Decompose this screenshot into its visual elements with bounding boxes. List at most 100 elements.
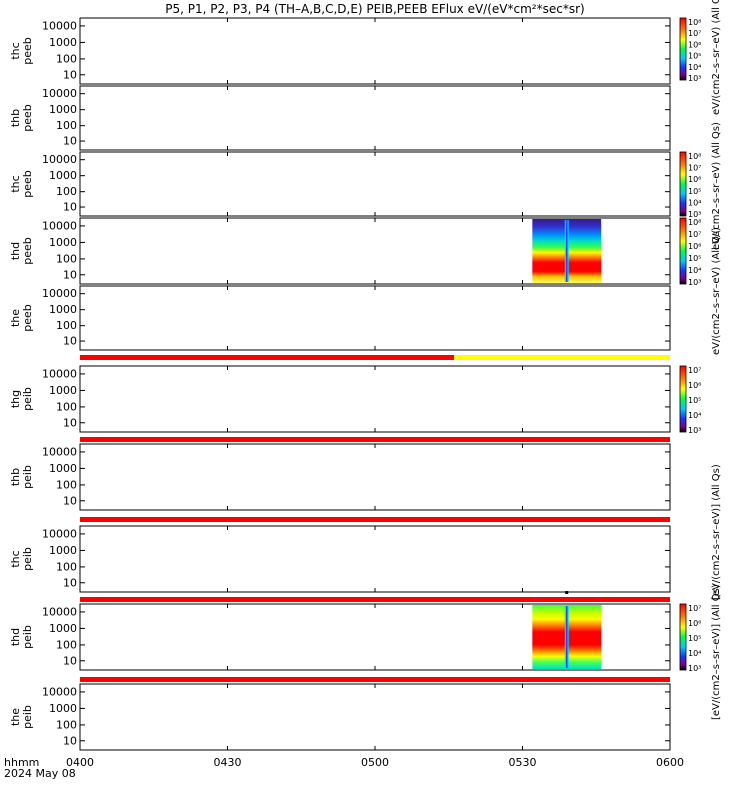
panel-thd-peib: 10000 1000 100 10 thdpeib 10⁷ 10⁶ 10⁵ 10⁴ 10³ bbox=[9, 603, 701, 673]
y-axis-label: thcpeib bbox=[9, 547, 34, 571]
x-tick-label: 0530 bbox=[509, 756, 537, 769]
y-axis-label-line: the bbox=[9, 708, 22, 726]
colorbar-tick-label: 10⁵ bbox=[688, 634, 701, 643]
y-tick-label: 100 bbox=[56, 185, 77, 198]
y-tick-label: 10000 bbox=[42, 445, 77, 458]
y-tick-label: 10 bbox=[63, 268, 77, 281]
panel-frame bbox=[79, 365, 671, 433]
x-tick-label: 0400 bbox=[66, 756, 94, 769]
colorbar-tick-label: 10⁴ bbox=[688, 63, 701, 72]
x-axis-label-hhmm: hhmm bbox=[4, 756, 39, 769]
colorbar bbox=[679, 217, 687, 285]
y-axis-label: thepeib bbox=[9, 705, 34, 729]
x-tick-label: 0430 bbox=[214, 756, 242, 769]
y-tick-label: 100 bbox=[56, 400, 77, 413]
y-axis-label-line: thc bbox=[9, 42, 22, 59]
colorbar-tick-label: 10³ bbox=[688, 664, 701, 673]
y-tick-label: 100 bbox=[56, 52, 77, 65]
panel-the-peeb: 10000 1000 100 10 thepeeb bbox=[9, 285, 671, 351]
panel-frame bbox=[79, 443, 671, 511]
x-axis-label-date: 2024 May 08 bbox=[4, 767, 76, 780]
y-tick-label: 1000 bbox=[49, 103, 77, 116]
spectrogram-spike-core bbox=[566, 220, 568, 282]
colorbar-label-peeb-1: eV/(cm2–s–sr–eV) (All Qs) bbox=[711, 0, 722, 115]
figure-title: P5, P1, P2, P3, P4 (TH–A,B,C,D,E) PEIB,P… bbox=[165, 2, 584, 16]
colorbar-tick-label: 10⁶ bbox=[688, 619, 701, 628]
y-tick-label: 10000 bbox=[42, 287, 77, 300]
y-axis-label: thcpeeb bbox=[9, 170, 34, 198]
panel-thb-peeb: 10000 1000 100 10 thbpeeb bbox=[9, 85, 671, 151]
colorbar-tick-label: 10⁵ bbox=[688, 396, 701, 405]
colorbar-label-peeb-3: eV/(cm2–s–sr–eV) (All Qs) bbox=[711, 227, 722, 355]
panel-frame bbox=[79, 525, 671, 593]
y-axis-label-line: thc bbox=[9, 550, 22, 567]
y-axis-label-line: peeb bbox=[21, 237, 34, 265]
y-axis-label-line: the bbox=[9, 309, 22, 327]
y-tick-label: 10 bbox=[63, 576, 77, 589]
y-tick-label: 1000 bbox=[49, 544, 77, 557]
status-bar-red bbox=[80, 677, 670, 682]
y-tick-label: 1000 bbox=[49, 384, 77, 397]
y-axis-label-line: thg bbox=[9, 390, 22, 408]
colorbar-tick-label: 10⁷ bbox=[688, 230, 701, 239]
x-tick-label: 0500 bbox=[361, 756, 389, 769]
colorbar-tick-label: 10⁷ bbox=[688, 29, 701, 38]
y-axis-label-line: thd bbox=[9, 242, 22, 260]
y-tick-label: 10000 bbox=[42, 19, 77, 32]
y-tick-label: 100 bbox=[56, 638, 77, 651]
colorbar-label-peeb-2: eV/(cm2–s–sr–eV) (All Qs) bbox=[711, 122, 722, 250]
y-tick-label: 100 bbox=[56, 718, 77, 731]
y-axis-label-line: peeb bbox=[21, 37, 34, 65]
y-axis-label: thcpeeb bbox=[9, 37, 34, 65]
panel-thd-peeb: 10000 1000 100 10 thdpeeb 10⁸ 10⁷ 10⁶ 10⁵ 10⁴ 10³ bbox=[9, 217, 701, 287]
colorbar-tick-label: 10³ bbox=[688, 426, 701, 435]
y-tick-label: 10000 bbox=[42, 367, 77, 380]
y-tick-label: 100 bbox=[56, 319, 77, 332]
colorbar bbox=[679, 365, 687, 433]
colorbar-tick-label: 10⁶ bbox=[688, 175, 701, 184]
y-tick-label: 1000 bbox=[49, 303, 77, 316]
colorbar-tick-label: 10⁴ bbox=[688, 266, 701, 275]
y-axis-label-line: thb bbox=[9, 468, 22, 486]
colorbar bbox=[679, 151, 687, 217]
panel-thc-peib: 10000 1000 100 10 thcpeib bbox=[9, 525, 671, 593]
y-tick-label: 1000 bbox=[49, 702, 77, 715]
y-tick-label: 10000 bbox=[42, 685, 77, 698]
colorbar-tick-label: 10³ bbox=[688, 210, 701, 219]
y-axis-label: thgpeib bbox=[9, 387, 34, 411]
x-tick-label: 0600 bbox=[656, 756, 684, 769]
status-bar-red bbox=[80, 597, 670, 602]
y-axis-label-line: thc bbox=[9, 175, 22, 192]
y-axis-label-line: peib bbox=[21, 547, 34, 571]
colorbar-tick-label: 10⁵ bbox=[688, 254, 701, 263]
y-tick-label: 1000 bbox=[49, 236, 77, 249]
status-marker bbox=[565, 591, 569, 594]
y-tick-label: 10 bbox=[63, 494, 77, 507]
colorbar-tick-label: 10⁶ bbox=[688, 40, 701, 49]
y-tick-label: 100 bbox=[56, 478, 77, 491]
colorbar-tick-label: 10⁷ bbox=[688, 164, 701, 173]
colorbar-tick-label: 10⁴ bbox=[688, 198, 701, 207]
y-tick-label: 1000 bbox=[49, 462, 77, 475]
y-axis-label-line: peib bbox=[21, 625, 34, 649]
panel-frame bbox=[79, 17, 671, 85]
panel-frame bbox=[79, 683, 671, 751]
y-tick-label: 10 bbox=[63, 654, 77, 667]
colorbar-tick-label: 10⁸ bbox=[688, 18, 701, 27]
y-tick-label: 10000 bbox=[42, 219, 77, 232]
status-bar-red bbox=[80, 517, 670, 522]
colorbar-tick-label: 10⁵ bbox=[688, 52, 701, 61]
y-tick-label: 10 bbox=[63, 68, 77, 81]
y-axis-label: thepeeb bbox=[9, 304, 34, 332]
panel-thc-peeb: 10000 1000 100 10 thcpeeb 10⁸ 10⁷ 10⁶ 10⁵ 10⁴ 10³ bbox=[9, 17, 701, 85]
y-tick-label: 1000 bbox=[49, 36, 77, 49]
y-tick-label: 100 bbox=[56, 119, 77, 132]
y-tick-label: 10 bbox=[63, 335, 77, 348]
panel-frame bbox=[79, 151, 671, 217]
y-tick-label: 10 bbox=[63, 201, 77, 214]
colorbar-label-peib-2: [eV/(cm2–s–sr–eV)] (All Qs) bbox=[711, 584, 722, 720]
y-tick-label: 10 bbox=[63, 734, 77, 747]
colorbar-tick-label: 10⁴ bbox=[688, 411, 701, 420]
panels: 10000100010010thcpeeb10⁸10⁷10⁶10⁵10⁴10³1… bbox=[9, 17, 701, 751]
status-bar-red bbox=[80, 355, 454, 360]
